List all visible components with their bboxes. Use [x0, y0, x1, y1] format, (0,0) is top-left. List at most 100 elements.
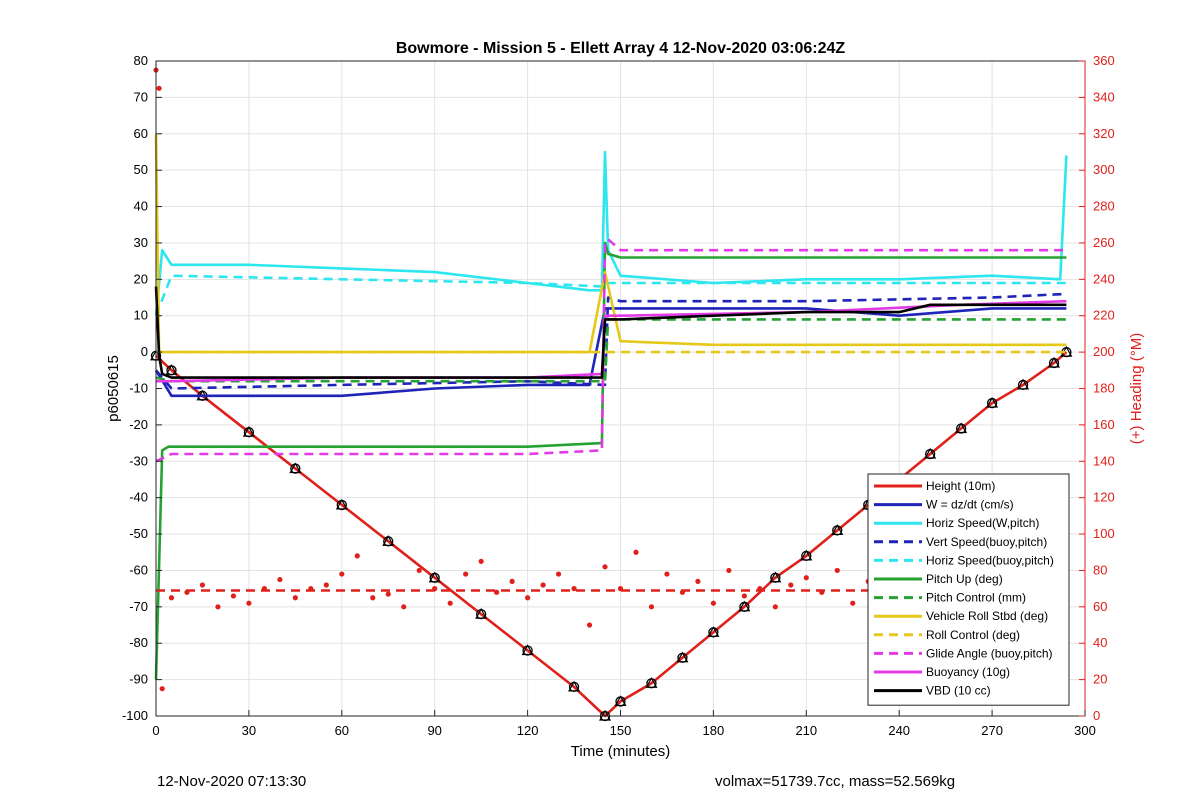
x-tick-label: 60 [335, 723, 349, 738]
heading-point [168, 595, 175, 601]
x-tick-label: 90 [427, 723, 441, 738]
y2-tick-label: 160 [1093, 417, 1115, 432]
legend-label: VBD (10 cc) [926, 684, 991, 698]
y-tick-label: -10 [129, 381, 148, 396]
height-marker-triangle [800, 549, 813, 561]
heading-point [370, 595, 376, 601]
x-tick-label: 240 [888, 723, 910, 738]
heading-point [571, 586, 577, 592]
legend-box [867, 473, 1070, 706]
series-line-7 [154, 133, 1067, 354]
series-line-11 [154, 286, 1067, 379]
heading-point [354, 553, 360, 559]
heading-point [509, 578, 515, 584]
y-tick-label: 40 [134, 199, 148, 214]
heading-point [215, 604, 221, 610]
height-marker-triangle [428, 571, 441, 583]
legend-label: Horiz Speed(W,pitch) [926, 516, 1039, 530]
legend-label: Pitch Control (mm) [926, 591, 1026, 605]
series-line-9 [155, 238, 1067, 463]
height-marker-triangle [165, 364, 178, 375]
heading-point [726, 567, 732, 574]
heading-point [463, 571, 469, 577]
y-axis-label: p6050615 [105, 355, 122, 422]
heading-point [555, 571, 562, 577]
y-tick-label: -20 [129, 417, 148, 432]
y2-tick-label: 120 [1093, 490, 1115, 505]
y2-tick-label: 340 [1093, 89, 1115, 104]
y-tick-label: 10 [134, 308, 148, 323]
y2-tick-label: 40 [1093, 635, 1107, 650]
y-tick-label: 20 [134, 271, 148, 286]
y2-tick-label: 240 [1093, 271, 1115, 286]
series-line-3 [155, 292, 1067, 390]
y-tick-label: -70 [129, 599, 148, 614]
y2-tick-label: 0 [1093, 708, 1100, 723]
heading-point [772, 604, 778, 610]
y2-tick-label: 20 [1093, 672, 1107, 687]
y-tick-label: 0 [141, 344, 148, 359]
legend-label: Buoyancy (10g) [926, 665, 1010, 679]
height-marker-triangle [614, 695, 627, 707]
y-tick-label: -50 [129, 526, 148, 541]
heading-point [230, 593, 237, 599]
x-tick-label: 270 [981, 723, 1003, 738]
footer-timestamp: 12-Nov-2020 07:13:30 [157, 773, 307, 790]
heading-point [339, 571, 345, 577]
height-marker-triangle [645, 677, 658, 688]
y2-tick-label: 220 [1093, 308, 1115, 323]
y2-tick-label: 320 [1093, 126, 1115, 141]
heading-point [246, 600, 252, 606]
y2-tick-label: 100 [1093, 526, 1115, 541]
height-marker-triangle [521, 644, 534, 656]
heading-point [803, 575, 809, 581]
heading-point [525, 595, 531, 601]
heading-point [741, 593, 747, 599]
height-marker-triangle [1017, 378, 1030, 390]
height-marker-triangle [289, 462, 302, 474]
y-tick-label: -80 [129, 635, 148, 650]
y2-axis-label: (+) Heading (°M) [1128, 333, 1145, 444]
heading-point [277, 576, 283, 583]
y-tick-label: 80 [134, 53, 148, 68]
series-line-0 [155, 351, 1068, 718]
height-marker-triangle [924, 447, 937, 459]
x-tick-label: 210 [795, 723, 817, 738]
series-line-2 [154, 150, 1068, 316]
y2-tick-label: 300 [1093, 162, 1115, 177]
y2-tick-label: 260 [1093, 235, 1115, 250]
heading-point [494, 589, 500, 595]
heading-point [156, 85, 162, 91]
legend-label: Roll Control (deg) [926, 628, 1020, 642]
legend-label: W = dz/dt (cm/s) [926, 498, 1014, 512]
height-marker-triangle [382, 535, 395, 546]
height-marker-triangle [831, 524, 844, 536]
heading-point [292, 595, 298, 601]
y2-tick-label: 140 [1093, 453, 1115, 468]
height-marker-triangle [676, 651, 689, 663]
legend-label: Glide Angle (buoy,pitch) [926, 646, 1053, 660]
height-marker-triangle [769, 571, 782, 583]
x-tick-label: 180 [703, 723, 725, 738]
heading-point [159, 686, 165, 692]
y-tick-label: 70 [134, 89, 148, 104]
x-tick-label: 30 [242, 723, 256, 738]
height-marker-triangle [335, 498, 348, 510]
heading-point [834, 567, 840, 574]
x-tick-label: 0 [152, 723, 159, 738]
y2-tick-label: 180 [1093, 381, 1115, 396]
height-marker-triangle [568, 680, 581, 692]
legend-label: Pitch Up (deg) [926, 572, 1003, 586]
y-tick-label: 50 [134, 162, 148, 177]
heading-point [710, 600, 717, 606]
heading-point [602, 564, 608, 570]
height-marker-triangle [738, 600, 751, 612]
legend-label: Height (10m) [926, 479, 995, 493]
x-tick-label: 150 [610, 723, 632, 738]
y-tick-label: -30 [129, 453, 148, 468]
y2-tick-label: 360 [1093, 53, 1115, 68]
y-tick-label: -100 [122, 708, 148, 723]
heading-point [447, 600, 453, 606]
heading-point [788, 582, 794, 588]
y-tick-label: -90 [129, 672, 148, 687]
